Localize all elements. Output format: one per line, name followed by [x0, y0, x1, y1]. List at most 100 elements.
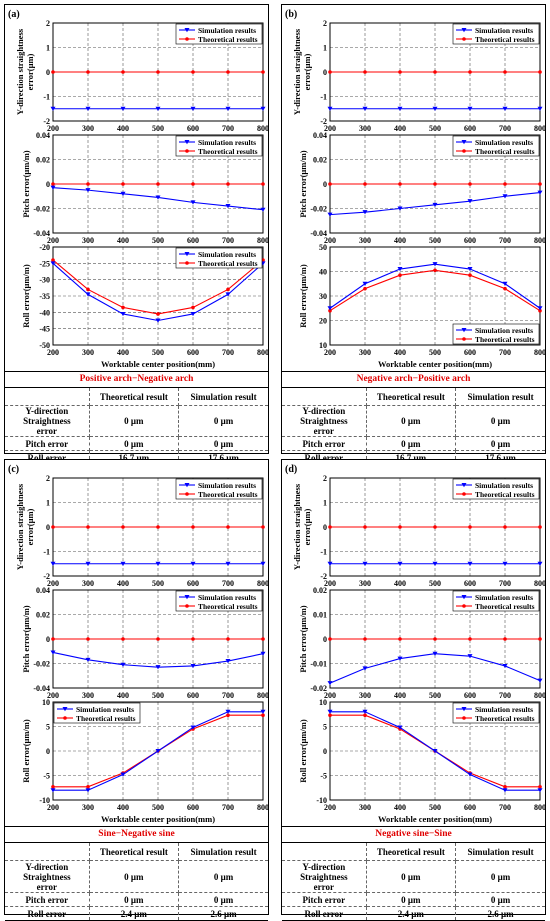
theoretical-point [226, 525, 230, 529]
legend-label-theo: Theoretical results [198, 490, 258, 499]
theoretical-point [86, 637, 90, 641]
y-tick-label: -5 [43, 772, 50, 781]
x-tick-label: 600 [187, 348, 199, 357]
theoretical-point [398, 273, 402, 277]
y-tick-label: 10 [42, 698, 50, 707]
y-tick-label: 0 [323, 747, 327, 756]
y-tick-label: 10 [319, 698, 327, 707]
simulation-point [155, 318, 161, 323]
theoretical-point [261, 70, 265, 74]
y-tick-label: -30 [39, 276, 50, 285]
y-tick-label: 0 [46, 523, 50, 532]
theoretical-point [51, 182, 55, 186]
y-tick-label: 2 [46, 474, 50, 483]
cell-value: 0 μm [178, 405, 268, 437]
x-tick-label: 400 [117, 124, 129, 133]
cell-value: 2.4 μm [366, 906, 457, 921]
theoretical-point [86, 784, 90, 789]
row-label-roll: Roll error [282, 906, 367, 921]
simulation-point [362, 106, 368, 111]
legend-label-theo: Theoretical results [475, 147, 535, 156]
simulation-point [190, 106, 196, 111]
x-tick-label: 500 [152, 124, 164, 133]
x-tick-label: 500 [429, 803, 441, 812]
simulation-point [397, 656, 403, 661]
simulation-point [362, 666, 368, 671]
y-tick-label: -10 [39, 796, 50, 805]
theoretical-point [363, 525, 367, 529]
subplot: -0.04 -0.02 0 0.02 0.04 200 300 400 500 600 700 800… [21, 131, 268, 245]
y-tick-label: 0.02 [313, 156, 327, 165]
x-tick-label: 700 [222, 124, 234, 133]
table-header-row: Theoretical result Simulation result [5, 842, 268, 861]
subplot: -2 -1 0 1 2 200 300 400 500 600 700 800 Y-direction … [292, 19, 545, 133]
x-tick-label: 500 [429, 236, 441, 245]
simulation-point [537, 788, 543, 793]
cell-value: 0 μm [89, 860, 180, 893]
legend-label-theo: Theoretical results [198, 147, 258, 156]
x-tick-label: 800 [257, 691, 268, 700]
theoretical-point [191, 70, 195, 74]
table-row: Pitch error 0 μm 0 μm [282, 436, 545, 451]
x-tick-label: 700 [499, 348, 511, 357]
table-row: Y-direction Straightness error 0 μm 0 μm [5, 860, 268, 893]
theoretical-point [156, 182, 160, 186]
simulation-point [362, 281, 368, 286]
x-tick-label: 300 [82, 579, 94, 588]
theoretical-point [398, 182, 402, 186]
table-row: Y-direction Straightness error 0 μm 0 μm [282, 860, 545, 893]
x-tick-label: 800 [534, 579, 545, 588]
x-tick-label: 400 [117, 348, 129, 357]
cell-value: 0 μm [178, 860, 268, 893]
simulation-point [432, 561, 438, 566]
y-tick-label: -1 [320, 548, 327, 557]
y-tick-label: 0 [323, 68, 327, 77]
subplot: -10 -5 0 5 10 200 300 400 500 600 700 800 Roll error… [21, 698, 268, 824]
theoretical-point [538, 637, 542, 641]
x-tick-label: 600 [464, 803, 476, 812]
x-tick-label: 300 [359, 236, 371, 245]
x-tick-label: 200 [324, 236, 336, 245]
theoretical-point [156, 312, 160, 316]
y-tick-label: -25 [39, 259, 50, 268]
theoretical-point [538, 525, 542, 529]
theoretical-point [503, 286, 507, 291]
simulation-point [190, 311, 196, 317]
simulation-point [50, 561, 56, 566]
x-tick-label: 200 [47, 691, 59, 700]
x-tick-label: 800 [534, 124, 545, 133]
theoretical-point [468, 70, 472, 74]
plot-frame [52, 701, 264, 801]
simulation-point [190, 663, 196, 669]
table-header-row: Theoretical result Simulation result [282, 842, 545, 861]
theoretical-point [538, 182, 542, 186]
simulation-point [362, 210, 368, 215]
simulation-point [467, 772, 473, 777]
x-tick-label: 200 [47, 236, 59, 245]
legend-label-theo: Theoretical results [475, 602, 535, 611]
y-axis-label: Pitch error(μm/m) [298, 605, 308, 672]
y-tick-label: -10 [316, 796, 327, 805]
x-tick-label: 600 [464, 236, 476, 245]
y-tick-label: 0 [323, 635, 327, 644]
x-tick-label: 600 [187, 236, 199, 245]
theoretical-point [363, 713, 367, 718]
x-tick-label: 600 [464, 579, 476, 588]
header-theoretical: Theoretical result [89, 842, 180, 861]
x-tick-label: 500 [152, 236, 164, 245]
theoretical-point [226, 70, 230, 74]
y-axis-label: Pitch error(μm/m) [21, 150, 31, 217]
y-tick-label: -0.04 [33, 229, 50, 238]
legend-label-sim: Simulation results [475, 593, 533, 602]
simulation-point [502, 663, 508, 669]
cell-value: 0 μm [89, 405, 180, 437]
simulation-point [120, 662, 126, 667]
theoretical-point [398, 637, 402, 641]
x-tick-label: 600 [464, 348, 476, 357]
y-tick-label: -0.02 [310, 205, 327, 214]
cell-value: 0 μm [455, 892, 545, 907]
